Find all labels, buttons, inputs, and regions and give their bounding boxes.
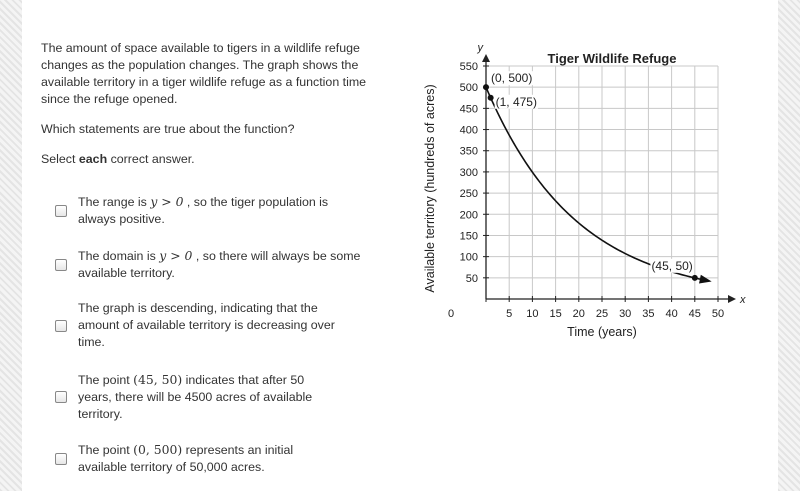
curve-arrow [699, 274, 712, 284]
data-label-background [490, 71, 534, 86]
instruction-bold: each [78, 152, 108, 166]
data-point-label: (0, 500) [491, 71, 532, 85]
y-axis-letter: y [477, 42, 485, 54]
data-point-label: (1, 475) [496, 95, 537, 109]
series-curve [485, 86, 709, 282]
y-axis-title: Available territory (hundreds of acres) [423, 84, 437, 292]
checkbox-4[interactable] [55, 391, 67, 403]
data-point [691, 274, 698, 281]
instruction-suffix: correct answer. [107, 152, 195, 166]
y-tick-label: 100 [460, 252, 478, 264]
instruction-prefix: Select [41, 152, 79, 166]
x-axis-letter: x [739, 294, 746, 306]
y-tick-label: 550 [460, 61, 478, 73]
question-ask: Which statements are true about the func… [41, 122, 295, 136]
left-margin [0, 0, 22, 491]
checkbox-1[interactable] [55, 204, 67, 217]
x-tick-label: 50 [712, 308, 724, 320]
question-instruction: Select each correct answer. [41, 151, 386, 168]
tiger-refuge-chart: x y 0 5 10 15 20 25 30 35 40 45 50 50 100 150 200 250 300 3… [405, 32, 755, 357]
y-tick-label: 400 [460, 125, 478, 137]
x-tick-label: 35 [642, 308, 654, 320]
chart-title: Tiger Wildlife Refuge [548, 51, 677, 66]
data-point [483, 84, 489, 91]
option-text-5: The point (0, 500) represents an initial… [78, 442, 294, 474]
answer-option-5[interactable]: The point (0, 500) represents an initial… [55, 441, 365, 476]
question-text: The amount of space available to tigers … [41, 40, 386, 168]
checkbox-3[interactable] [55, 319, 67, 332]
question-panel [22, 0, 778, 491]
y-tick-label: 300 [460, 167, 478, 179]
option-text-3: The graph is descending, indicating that… [78, 301, 335, 349]
x-axis-title: Time (years) [567, 325, 637, 339]
data-point-label: (45, 50) [651, 259, 692, 273]
data-label-background [494, 94, 538, 109]
right-margin [778, 0, 800, 491]
y-tick-label: 150 [460, 230, 478, 242]
answer-option-4[interactable]: The point (45, 50) indicates that after … [55, 371, 365, 423]
y-tick-label: 50 [466, 273, 478, 285]
checkbox-2[interactable] [55, 258, 67, 271]
answer-option-2[interactable]: The domain is y > 0 , so there will alwa… [55, 247, 365, 282]
y-tick-label: 200 [460, 209, 478, 221]
y-tick-label: 250 [460, 188, 478, 200]
y-tick-label: 500 [460, 82, 478, 94]
chart-svg: x y 0 5 10 15 20 25 30 35 40 45 50 50 100 150 200 250 300 3… [423, 42, 746, 339]
x-axis-arrow [728, 295, 736, 303]
option-text-1: The range is y > 0 , so the tiger popula… [78, 194, 329, 226]
x-tick-label: 45 [689, 308, 701, 320]
checkbox-5[interactable] [55, 452, 67, 465]
option-text-4: The point (45, 50) indicates that after … [78, 372, 313, 421]
x-tick-label: 25 [596, 308, 608, 320]
x-tick-label: 10 [526, 308, 538, 320]
answer-option-3[interactable]: The graph is descending, indicating that… [55, 300, 365, 351]
x-tick-label: 0 [448, 308, 454, 320]
data-point [487, 94, 494, 101]
answer-option-1[interactable]: The range is y > 0 , so the tiger popula… [55, 193, 365, 228]
x-tick-label: 20 [573, 308, 585, 320]
x-tick-label: 15 [549, 308, 561, 320]
option-text-2: The domain is y > 0 , so there will alwa… [78, 248, 361, 280]
data-label-background [650, 258, 694, 273]
y-axis-arrow [482, 54, 490, 62]
y-tick-label: 450 [460, 103, 478, 115]
x-tick-label: 5 [506, 308, 512, 320]
x-tick-label: 30 [619, 308, 631, 320]
question-intro: The amount of space available to tigers … [41, 41, 367, 106]
x-tick-label: 40 [665, 308, 677, 320]
y-tick-label: 350 [460, 146, 478, 158]
